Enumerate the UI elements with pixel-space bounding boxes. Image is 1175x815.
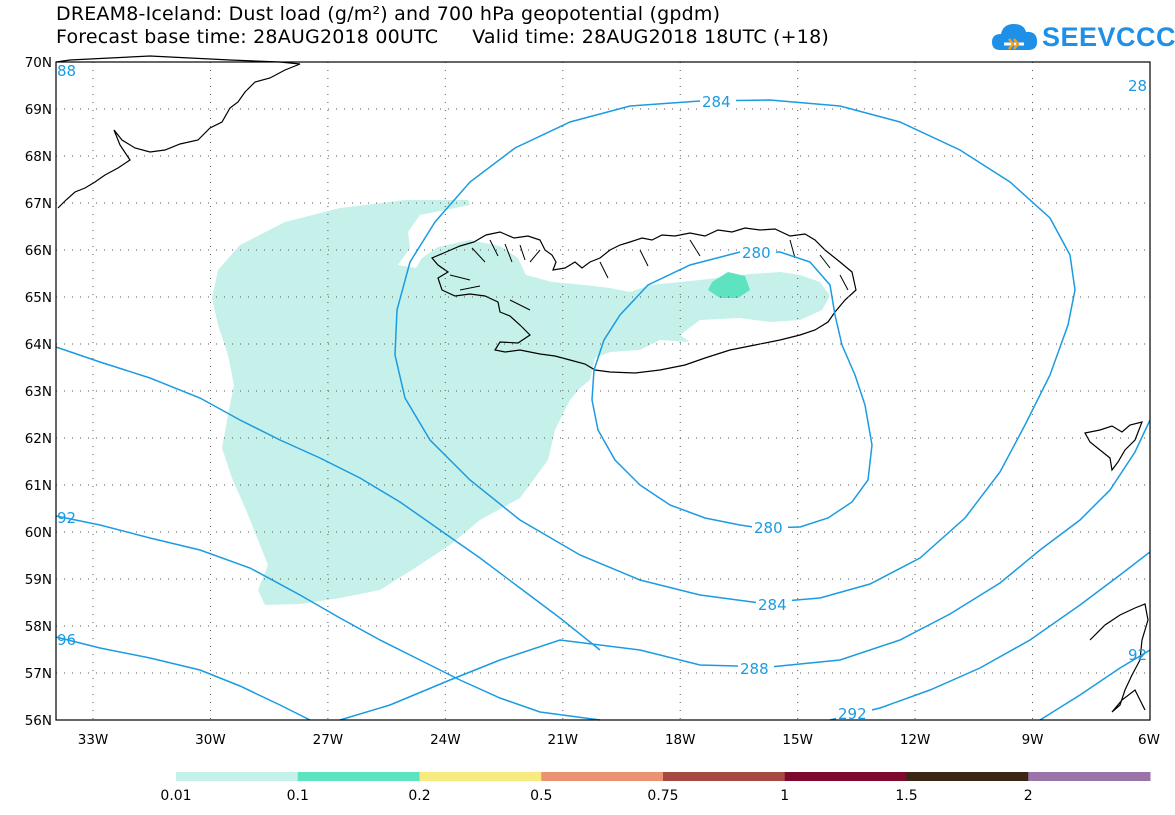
latitude-labels: 70N 69N 68N 67N 66N 65N 64N 63N 62N 61N 60N 59N 58N 5… <box>25 55 52 729</box>
lon-label-30W: 30W <box>195 732 226 748</box>
contour-292 <box>55 515 601 721</box>
colorbar-label: 0.75 <box>647 788 678 804</box>
faroe-coastline <box>1084 421 1143 472</box>
logo-text: SEEVCCC <box>1042 22 1175 52</box>
contour-label-284-top: 284 <box>702 93 731 111</box>
lon-label-24W: 24W <box>430 732 461 748</box>
contour-label-92-west: 92 <box>57 509 76 527</box>
lon-label-33W: 33W <box>78 732 109 748</box>
lon-label-15W: 15W <box>782 732 813 748</box>
contour-label-96-west: 96 <box>57 631 76 649</box>
contour-label-92-se: 92 <box>1128 646 1147 664</box>
longitude-labels: 33W 30W 27W 24W 21W 18W 15W 12W 9W 6W <box>78 732 1160 748</box>
colorbar-label: 0.01 <box>160 788 191 804</box>
colorbar-swatch <box>906 772 1029 781</box>
lat-label-68N: 68N <box>25 149 52 165</box>
contour-labels: 284 280 280 284 288 292 92 96 88 28 92 <box>57 62 1147 723</box>
greenland-coastline <box>55 55 301 209</box>
seevccc-logo: SEEVCCC <box>990 18 1175 60</box>
iceland-coastline <box>431 227 857 374</box>
lon-label-9W: 9W <box>1022 732 1044 748</box>
lat-label-70N: 70N <box>25 55 52 71</box>
contour-300-east <box>1039 649 1151 721</box>
scotland-coastline <box>1089 603 1149 713</box>
lat-label-64N: 64N <box>25 337 52 353</box>
lat-label-62N: 62N <box>25 431 52 447</box>
contour-label-280-top: 280 <box>742 244 771 262</box>
contour-label-292: 292 <box>838 705 867 723</box>
lat-label-60N: 60N <box>25 525 52 541</box>
colorbar-swatch <box>784 772 907 781</box>
contour-292-east <box>829 551 1151 721</box>
colorbar-swatch <box>1028 772 1151 781</box>
lat-label-65N: 65N <box>25 290 52 306</box>
lat-label-69N: 69N <box>25 102 52 118</box>
lat-label-59N: 59N <box>25 572 52 588</box>
valid-time: Valid time: 28AUG2018 18UTC (+18) <box>472 26 829 48</box>
map-area: 284 280 280 284 288 292 92 96 88 28 92 <box>55 55 1151 723</box>
iceland-fjords <box>449 239 849 311</box>
colorbar-swatch <box>663 772 786 781</box>
map-title: DREAM8-Iceland: Dust load (g/m²) and 700… <box>56 3 721 25</box>
contour-label-88-nw: 88 <box>57 62 76 80</box>
dust-area-mid <box>708 272 750 298</box>
lat-label-58N: 58N <box>25 619 52 635</box>
colorbar-label: 0.5 <box>530 788 552 804</box>
colorbar-swatch <box>541 772 664 781</box>
contour-west <box>55 346 601 651</box>
colorbar-label: 0.1 <box>287 788 309 804</box>
lat-label-56N: 56N <box>25 713 52 729</box>
colorbar-label: 1 <box>780 788 789 804</box>
colorbar-label: 1.5 <box>895 788 917 804</box>
lat-label-63N: 63N <box>25 384 52 400</box>
dust-area-low <box>212 200 830 605</box>
lon-label-18W: 18W <box>665 732 696 748</box>
lon-label-21W: 21W <box>548 732 579 748</box>
contour-288 <box>339 419 1151 721</box>
colorbar-swatch <box>297 772 420 781</box>
colorbar-label: 2 <box>1024 788 1033 804</box>
colorbar-swatch <box>176 772 299 781</box>
lon-label-27W: 27W <box>313 732 344 748</box>
lon-label-6W: 6W <box>1138 732 1160 748</box>
lat-label-57N: 57N <box>25 666 52 682</box>
cloud-icon <box>992 24 1038 50</box>
colorbar-swatch <box>419 772 542 781</box>
contour-label-28-ne: 28 <box>1128 77 1147 95</box>
lat-label-67N: 67N <box>25 196 52 212</box>
map-frame <box>55 61 1151 721</box>
contour-label-284-bottom: 284 <box>758 596 787 614</box>
colorbar-label: 0.2 <box>408 788 430 804</box>
map-subtitle: Forecast base time: 28AUG2018 00UTC Valid… <box>56 26 829 48</box>
contour-296 <box>55 636 311 721</box>
geopotential-contours <box>55 99 1151 721</box>
contour-label-280-bottom: 280 <box>754 519 783 537</box>
forecast-base-time: Forecast base time: 28AUG2018 00UTC <box>56 26 439 48</box>
colorbar: 0.01 0.1 0.2 0.5 0.75 1 1.5 2 <box>160 772 1151 804</box>
lon-label-12W: 12W <box>900 732 931 748</box>
lat-label-61N: 61N <box>25 478 52 494</box>
lat-label-66N: 66N <box>25 243 52 259</box>
contour-label-288: 288 <box>740 660 769 678</box>
grid-lines <box>56 62 1150 720</box>
